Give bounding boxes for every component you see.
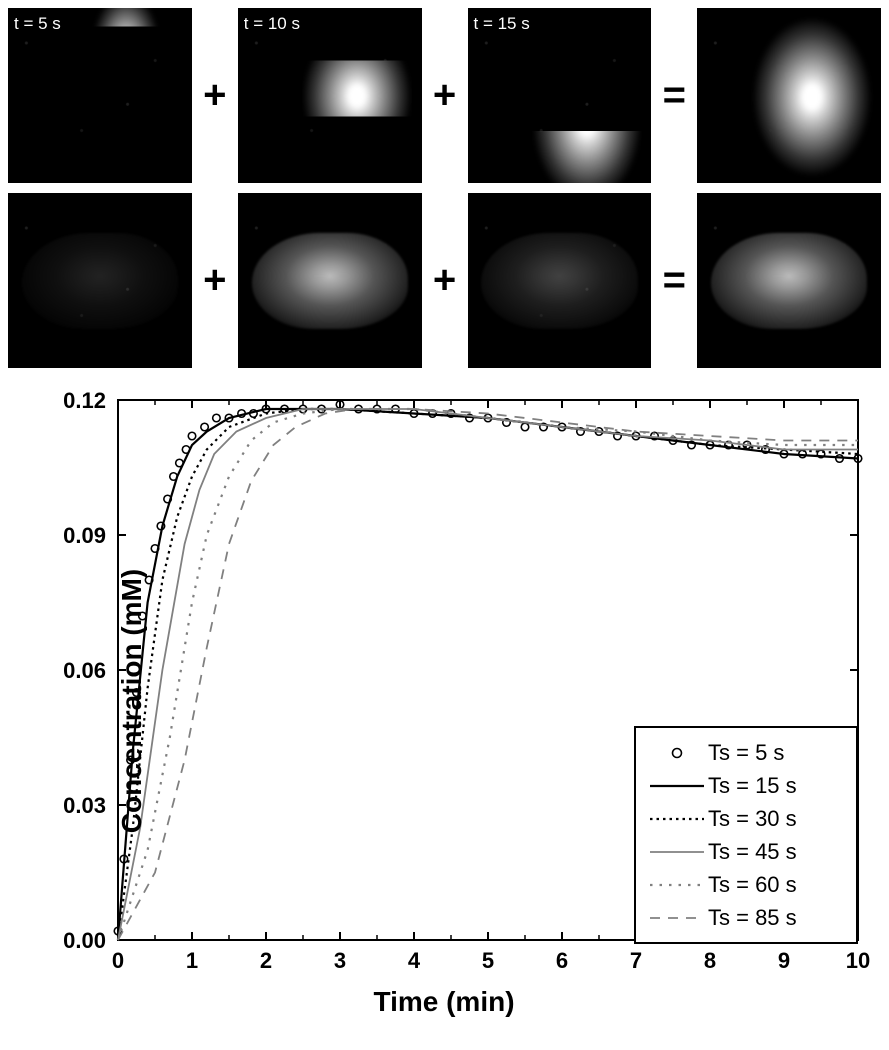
legend-marker [646,873,708,897]
legend-label: Ts = 5 s [708,740,784,766]
svg-text:0: 0 [112,948,124,973]
panel-tissue-sum [697,193,881,368]
svg-text:7: 7 [630,948,642,973]
svg-text:1: 1 [186,948,198,973]
operator-equals: = [657,8,691,183]
panel-sum-row1 [697,8,881,183]
concentration-chart: 0 1 2 3 4 5 6 7 8 9 10 0.00 0.03 0.06 0.09 0.12 Concent… [8,386,880,1016]
panel-t10: t = 10 s [238,8,422,183]
chart-legend: Ts = 5 s Ts = 15 s Ts = 30 s Ts = 45 s Ts = … [634,726,858,944]
operator-plus: + [198,8,232,183]
legend-row: Ts = 45 s [646,835,846,868]
legend-row: Ts = 60 s [646,868,846,901]
svg-text:0.03: 0.03 [63,793,106,818]
panel-tissue-2 [238,193,422,368]
legend-row: Ts = 30 s [646,802,846,835]
svg-text:5: 5 [482,948,494,973]
svg-text:9: 9 [778,948,790,973]
legend-marker [646,774,708,798]
legend-label: Ts = 15 s [708,773,797,799]
operator-plus: + [428,8,462,183]
legend-marker [646,906,708,930]
svg-text:0.00: 0.00 [63,928,106,953]
legend-label: Ts = 45 s [708,839,797,865]
x-axis-label: Time (min) [373,986,514,1018]
operator-equals: = [657,193,691,368]
svg-text:3: 3 [334,948,346,973]
panel-label: t = 5 s [14,14,61,34]
panel-tissue-1 [8,193,192,368]
svg-text:10: 10 [846,948,870,973]
legend-marker [646,840,708,864]
operator-plus: + [198,193,232,368]
legend-label: Ts = 30 s [708,806,797,832]
svg-text:8: 8 [704,948,716,973]
legend-label: Ts = 85 s [708,905,797,931]
svg-text:4: 4 [408,948,421,973]
legend-marker [646,807,708,831]
legend-row: Ts = 5 s [646,736,846,769]
y-axis-label: Concentration (mM) [116,569,148,833]
panel-label: t = 15 s [474,14,530,34]
legend-marker [646,741,708,765]
svg-text:0.09: 0.09 [63,523,106,548]
svg-text:0.12: 0.12 [63,388,106,413]
svg-text:2: 2 [260,948,272,973]
legend-row: Ts = 15 s [646,769,846,802]
panel-tissue-3 [468,193,652,368]
panel-label: t = 10 s [244,14,300,34]
image-panels-row-1: t = 5 s + t = 10 s + t = 15 s = [8,8,881,183]
svg-text:6: 6 [556,948,568,973]
legend-label: Ts = 60 s [708,872,797,898]
panel-t15: t = 15 s [468,8,652,183]
image-panels-row-2: + + = [8,193,881,368]
legend-row: Ts = 85 s [646,901,846,934]
panel-t5: t = 5 s [8,8,192,183]
operator-plus: + [428,193,462,368]
svg-text:0.06: 0.06 [63,658,106,683]
